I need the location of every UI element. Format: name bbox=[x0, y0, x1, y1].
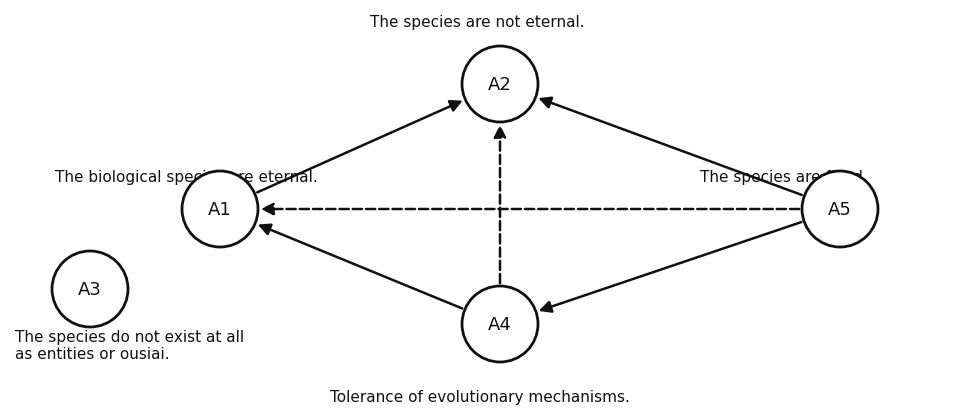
Text: The species are not eternal.: The species are not eternal. bbox=[370, 15, 585, 30]
Circle shape bbox=[462, 286, 538, 362]
Text: A5: A5 bbox=[828, 200, 852, 218]
Circle shape bbox=[462, 47, 538, 123]
Text: A2: A2 bbox=[488, 76, 512, 94]
Text: The species are fixed.: The species are fixed. bbox=[700, 170, 867, 184]
Text: The biological species are eternal.: The biological species are eternal. bbox=[55, 170, 318, 184]
Circle shape bbox=[52, 252, 128, 327]
Text: A4: A4 bbox=[488, 315, 512, 333]
Text: A3: A3 bbox=[78, 280, 102, 298]
Text: The species do not exist at all
as entities or ousiai.: The species do not exist at all as entit… bbox=[15, 329, 244, 362]
Text: A1: A1 bbox=[208, 200, 232, 218]
Circle shape bbox=[182, 172, 258, 247]
Circle shape bbox=[802, 172, 878, 247]
Text: Tolerance of evolutionary mechanisms.: Tolerance of evolutionary mechanisms. bbox=[330, 389, 630, 404]
